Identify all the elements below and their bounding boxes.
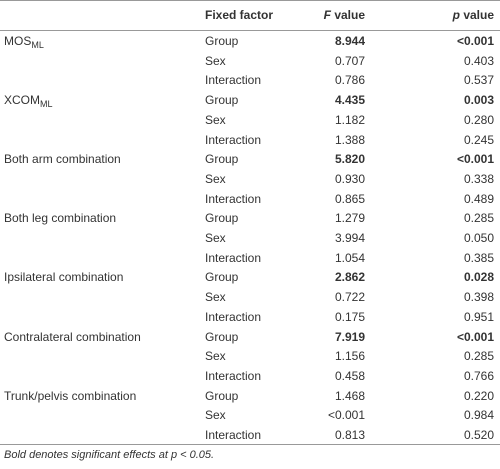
f-value: 1.156 bbox=[334, 349, 365, 364]
p-value: 0.003 bbox=[463, 93, 494, 108]
fixed-factor: Sex bbox=[205, 171, 226, 186]
footnote-symbol: p bbox=[170, 449, 178, 461]
measure: Both leg combination bbox=[4, 209, 116, 228]
fixed-factor: Sex bbox=[205, 408, 226, 423]
footnote-text: < 0.05. bbox=[177, 449, 215, 461]
p-value: <0.001 bbox=[456, 152, 494, 167]
f-value: 1.468 bbox=[334, 388, 365, 403]
measure-text: Ipsilateral combination bbox=[4, 270, 124, 285]
fixed-factor: Group bbox=[205, 388, 239, 403]
p-value: 0.489 bbox=[463, 191, 494, 206]
p-value: <0.001 bbox=[456, 34, 494, 48]
footnote-text: Bold denotes significant effects at bbox=[4, 449, 171, 461]
fixed-factor: Interaction bbox=[205, 250, 262, 265]
p-value: 0.028 bbox=[463, 270, 494, 285]
measure-text: XCOM bbox=[4, 93, 40, 108]
p-value: 0.984 bbox=[463, 408, 494, 423]
f-value: 0.865 bbox=[334, 191, 365, 206]
measure: XCOMML bbox=[4, 91, 53, 114]
measure-text: MOS bbox=[4, 34, 32, 48]
f-value: 0.722 bbox=[334, 290, 365, 305]
p-label: value bbox=[463, 8, 494, 22]
p-value: 0.403 bbox=[463, 53, 494, 68]
p-value: 0.385 bbox=[463, 250, 494, 265]
p-value: 0.245 bbox=[463, 132, 494, 147]
p-value: 0.285 bbox=[463, 349, 494, 364]
f-value: 0.786 bbox=[334, 73, 365, 88]
measure-text: Trunk/pelvis combination bbox=[4, 388, 137, 403]
fixed-factor: Interaction bbox=[205, 309, 262, 324]
f-value: 3.994 bbox=[334, 231, 365, 245]
fixed-factor: Group bbox=[205, 211, 239, 226]
f-value: 0.930 bbox=[334, 171, 365, 186]
p-value: <0.001 bbox=[456, 329, 494, 344]
measure-subscript: ML bbox=[40, 99, 53, 110]
fixed-factor: Group bbox=[205, 93, 239, 108]
p-value: 0.520 bbox=[463, 428, 494, 442]
fixed-factor: Group bbox=[205, 152, 239, 167]
footnote: Bold denotes significant effects at p < … bbox=[4, 449, 214, 461]
bottom-rule bbox=[0, 444, 500, 445]
measure-text: Both leg combination bbox=[4, 211, 117, 226]
fixed-factor: Interaction bbox=[205, 132, 262, 147]
fixed-factor: Sex bbox=[205, 112, 226, 127]
f-symbol: F bbox=[323, 8, 331, 22]
fixed-factor: Sex bbox=[205, 231, 226, 245]
fixed-factor: Sex bbox=[205, 53, 226, 68]
f-value: 1.279 bbox=[334, 211, 365, 226]
p-value: 0.220 bbox=[463, 388, 494, 403]
p-value: 0.537 bbox=[463, 73, 494, 88]
header-rule bbox=[0, 30, 500, 31]
fixed-factor: Group bbox=[205, 34, 239, 48]
measure-text: Contralateral combination bbox=[4, 329, 141, 344]
measure-subscript: ML bbox=[31, 40, 44, 50]
f-value: 7.919 bbox=[334, 329, 365, 344]
fixed-factor: Group bbox=[205, 329, 239, 344]
measure: Contralateral combination bbox=[4, 328, 141, 347]
fixed-factor: Interaction bbox=[205, 73, 262, 88]
fixed-factor: Sex bbox=[205, 290, 226, 305]
f-value: 0.175 bbox=[334, 309, 365, 324]
measure: MOSML bbox=[4, 32, 44, 55]
f-value: 0.707 bbox=[334, 53, 365, 68]
p-value: 0.285 bbox=[463, 211, 494, 226]
p-symbol: p bbox=[452, 8, 460, 22]
p-value: 0.338 bbox=[463, 171, 494, 186]
header-p: p value bbox=[453, 0, 494, 30]
p-value: 0.951 bbox=[463, 309, 494, 324]
p-value: 0.280 bbox=[463, 112, 494, 127]
measure: Ipsilateral combination bbox=[4, 268, 123, 287]
f-value: 5.820 bbox=[334, 152, 365, 167]
f-value: 0.458 bbox=[334, 368, 365, 383]
p-value: 0.050 bbox=[463, 231, 494, 245]
top-rule bbox=[0, 0, 500, 1]
f-label: value bbox=[334, 8, 365, 22]
f-value: <0.001 bbox=[327, 408, 365, 423]
f-value: 1.388 bbox=[334, 132, 365, 147]
fixed-factor: Sex bbox=[205, 349, 226, 364]
p-value: 0.398 bbox=[463, 290, 494, 305]
f-value: 0.813 bbox=[334, 428, 365, 442]
fixed-factor: Group bbox=[205, 270, 239, 285]
fixed-factor: Interaction bbox=[205, 428, 262, 442]
measure-text: Both arm combination bbox=[4, 152, 121, 167]
f-value: 4.435 bbox=[334, 93, 365, 108]
measure: Both arm combination bbox=[4, 150, 121, 169]
f-value: 8.944 bbox=[334, 34, 365, 48]
p-value: 0.766 bbox=[463, 368, 494, 383]
measure: Trunk/pelvis combination bbox=[4, 387, 136, 406]
f-value: 2.862 bbox=[334, 270, 365, 285]
fixed-factor: Interaction bbox=[205, 191, 262, 206]
fixed-factor: Interaction bbox=[205, 368, 262, 383]
f-value: 1.054 bbox=[334, 250, 365, 265]
header-fixed-factor: Fixed factor bbox=[205, 8, 274, 22]
f-value: 1.182 bbox=[334, 112, 365, 127]
header-f: F value bbox=[324, 0, 365, 30]
